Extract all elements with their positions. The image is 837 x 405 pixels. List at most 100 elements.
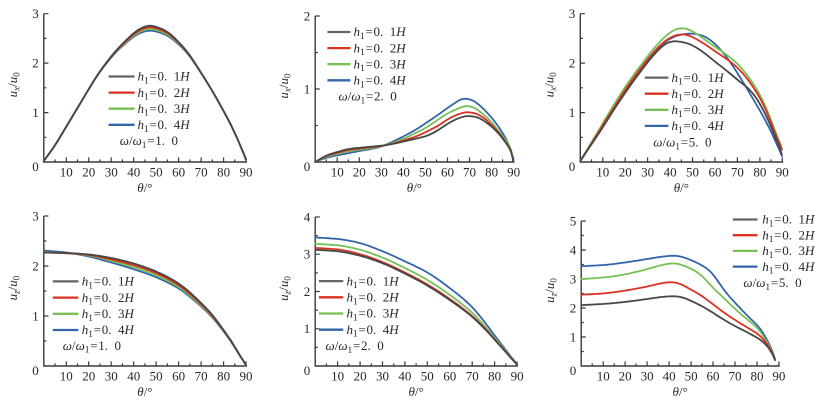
svg-text:1: 1: [32, 308, 39, 323]
svg-text:ux/u0: ux/u0: [541, 72, 558, 98]
svg-text:90: 90: [776, 165, 789, 180]
svg-text:40: 40: [127, 165, 140, 180]
svg-text:ω/ω1=1. 0: ω/ω1=1. 0: [63, 338, 121, 356]
svg-text:h1=0. 3H: h1=0. 3H: [762, 243, 815, 261]
svg-text:30: 30: [105, 165, 118, 180]
svg-text:h1=0. 2H: h1=0. 2H: [347, 290, 400, 308]
svg-text:30: 30: [375, 165, 388, 180]
svg-text:10: 10: [60, 369, 73, 384]
svg-text:50: 50: [685, 369, 698, 384]
svg-text:h1=0. 3H: h1=0. 3H: [82, 306, 135, 324]
svg-text:1: 1: [32, 105, 39, 120]
svg-text:θ/°: θ/°: [137, 180, 152, 195]
svg-text:h1=0. 1H: h1=0. 1H: [138, 69, 191, 87]
svg-text:50: 50: [419, 165, 432, 180]
svg-text:10: 10: [331, 369, 344, 384]
svg-text:h1=0. 4H: h1=0. 4H: [672, 118, 725, 136]
svg-text:h1=0. 4H: h1=0. 4H: [82, 322, 135, 340]
svg-text:40: 40: [127, 369, 140, 384]
svg-text:h1=0. 2H: h1=0. 2H: [762, 227, 815, 245]
svg-text:40: 40: [398, 369, 411, 384]
svg-text:h1=0. 1H: h1=0. 1H: [347, 273, 400, 291]
svg-text:h1=0. 4H: h1=0. 4H: [138, 117, 191, 135]
svg-text:h1=0. 3H: h1=0. 3H: [138, 101, 191, 119]
svg-text:h1=0. 1H: h1=0. 1H: [762, 212, 815, 230]
svg-text:θ/°: θ/°: [137, 384, 152, 399]
svg-text:20: 20: [619, 165, 632, 180]
svg-text:50: 50: [686, 165, 699, 180]
svg-text:80: 80: [753, 165, 766, 180]
svg-text:30: 30: [641, 165, 654, 180]
svg-text:30: 30: [105, 369, 118, 384]
svg-text:40: 40: [664, 165, 677, 180]
svg-text:2: 2: [32, 56, 39, 71]
svg-text:60: 60: [172, 369, 185, 384]
svg-text:20: 20: [354, 369, 367, 384]
svg-text:h1=0. 3H: h1=0. 3H: [354, 56, 407, 74]
svg-text:ux/u0: ux/u0: [5, 72, 22, 98]
svg-text:θ/°: θ/°: [408, 384, 423, 399]
svg-text:1: 1: [304, 81, 311, 96]
svg-text:ω/ω1=2. 0: ω/ω1=2. 0: [326, 338, 384, 356]
svg-text:3: 3: [304, 247, 311, 262]
svg-text:3: 3: [570, 271, 577, 286]
svg-text:70: 70: [729, 369, 742, 384]
svg-text:1: 1: [569, 105, 576, 120]
svg-text:30: 30: [641, 369, 654, 384]
svg-text:h1=0. 1H: h1=0. 1H: [354, 24, 407, 42]
svg-text:2: 2: [570, 300, 577, 315]
svg-text:0: 0: [32, 363, 39, 378]
svg-text:h1=0. 4H: h1=0. 4H: [762, 259, 815, 277]
svg-text:20: 20: [619, 369, 632, 384]
svg-text:h1=0. 2H: h1=0. 2H: [82, 290, 135, 308]
svg-text:5: 5: [570, 213, 577, 228]
svg-text:40: 40: [397, 165, 410, 180]
svg-text:60: 60: [172, 165, 185, 180]
svg-text:h1=0. 1H: h1=0. 1H: [672, 70, 725, 88]
svg-text:h1=0. 3H: h1=0. 3H: [347, 306, 400, 324]
svg-text:0: 0: [569, 159, 576, 174]
svg-text:uz/u0: uz/u0: [5, 275, 22, 300]
svg-text:80: 80: [751, 369, 764, 384]
svg-text:2: 2: [32, 258, 39, 273]
svg-text:3: 3: [569, 6, 576, 21]
svg-text:4: 4: [304, 209, 311, 224]
svg-text:0: 0: [570, 363, 577, 378]
svg-text:3: 3: [32, 208, 39, 223]
svg-text:ω/ω1=2. 0: ω/ω1=2. 0: [339, 89, 397, 107]
svg-text:60: 60: [441, 165, 454, 180]
svg-text:20: 20: [82, 369, 95, 384]
svg-text:60: 60: [709, 165, 722, 180]
svg-text:90: 90: [772, 369, 785, 384]
svg-text:θ/°: θ/°: [672, 384, 687, 399]
svg-text:20: 20: [82, 165, 95, 180]
svg-text:80: 80: [217, 165, 230, 180]
svg-text:90: 90: [507, 165, 520, 180]
svg-text:80: 80: [485, 165, 498, 180]
svg-text:2: 2: [304, 8, 311, 23]
svg-text:ω/ω1=1. 0: ω/ω1=1. 0: [120, 133, 178, 151]
svg-text:20: 20: [353, 165, 366, 180]
svg-text:h1=0. 4H: h1=0. 4H: [354, 73, 407, 91]
svg-text:h1=0. 4H: h1=0. 4H: [347, 322, 400, 340]
svg-text:50: 50: [421, 369, 434, 384]
svg-text:10: 10: [596, 165, 609, 180]
svg-text:70: 70: [731, 165, 744, 180]
svg-text:90: 90: [511, 369, 524, 384]
svg-text:10: 10: [60, 165, 73, 180]
svg-text:80: 80: [217, 369, 230, 384]
svg-text:70: 70: [463, 165, 476, 180]
svg-text:60: 60: [707, 369, 720, 384]
svg-text:3: 3: [32, 6, 39, 21]
svg-text:50: 50: [150, 369, 163, 384]
svg-text:h1=0. 1H: h1=0. 1H: [82, 274, 135, 292]
svg-text:70: 70: [195, 369, 208, 384]
svg-text:h1=0. 2H: h1=0. 2H: [138, 85, 191, 103]
svg-text:70: 70: [195, 165, 208, 180]
svg-text:70: 70: [466, 369, 479, 384]
svg-text:ux/u0: ux/u0: [276, 73, 293, 99]
svg-text:4: 4: [570, 242, 577, 257]
svg-text:1: 1: [570, 329, 577, 344]
svg-text:uz/u0: uz/u0: [542, 278, 559, 303]
svg-text:80: 80: [488, 369, 501, 384]
